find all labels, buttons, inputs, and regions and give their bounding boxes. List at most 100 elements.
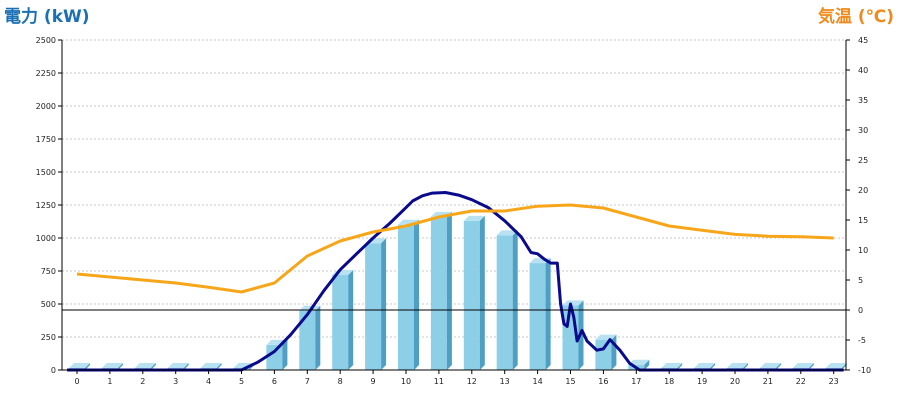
left-tick-label: 1000 xyxy=(36,234,56,243)
bar-side xyxy=(348,269,354,370)
bar-top xyxy=(727,363,748,368)
bar-face xyxy=(430,216,447,370)
bar-side xyxy=(117,363,123,370)
x-tick-label: 4 xyxy=(206,377,211,386)
power-axis-label: 電力 (kW) xyxy=(4,7,90,27)
bar-side xyxy=(808,363,814,370)
power-bars xyxy=(69,211,847,370)
bar-top xyxy=(759,363,781,368)
power-line xyxy=(67,191,844,372)
x-tick-label: 23 xyxy=(829,377,839,386)
bar-side xyxy=(381,238,387,370)
left-tick-label: 2000 xyxy=(36,102,56,111)
bar-16 xyxy=(595,334,617,370)
x-tick-label: 8 xyxy=(338,377,343,386)
data-lines xyxy=(67,191,844,372)
left-tick-label: 2250 xyxy=(36,69,56,78)
left-tick-label: 0 xyxy=(51,366,56,375)
bar-top xyxy=(200,363,222,368)
bar-side xyxy=(414,219,419,370)
bar-top xyxy=(496,230,518,236)
temperature-line xyxy=(76,203,834,294)
bar-top xyxy=(299,305,321,311)
bar-face xyxy=(365,243,382,370)
x-tick-label: 12 xyxy=(467,377,477,386)
bar-face xyxy=(332,274,349,370)
axes xyxy=(61,40,847,371)
bar-side xyxy=(216,363,222,370)
bar-top xyxy=(792,363,814,368)
bar-side xyxy=(315,305,321,370)
bar-side xyxy=(743,363,748,370)
right-tick-label: 10 xyxy=(858,246,868,255)
bar-side xyxy=(677,363,683,370)
x-tick-label: 3 xyxy=(173,377,178,386)
bar-7 xyxy=(299,305,321,370)
x-tick-label: 6 xyxy=(272,377,277,386)
x-tick-label: 21 xyxy=(763,377,773,386)
right-tick-label: 45 xyxy=(858,36,868,45)
left-tick-label: 750 xyxy=(41,267,56,276)
right-tick-label: 35 xyxy=(858,96,868,105)
bar-face xyxy=(529,263,546,370)
bar-top xyxy=(562,300,584,306)
bar-top xyxy=(134,363,156,368)
right-tick-label: -10 xyxy=(858,366,871,375)
left-tick-label: 1750 xyxy=(36,135,56,144)
x-tick-label: 7 xyxy=(305,377,310,386)
bar-side xyxy=(841,363,847,370)
x-tick-label: 5 xyxy=(239,377,244,386)
x-tick-label: 1 xyxy=(107,377,112,386)
bar-side xyxy=(644,359,650,370)
bar-side xyxy=(446,211,452,370)
temperature-axis-label: 気温 (℃) xyxy=(817,7,894,27)
bar-side xyxy=(85,363,90,370)
x-tick-label: 15 xyxy=(565,377,575,386)
bar-top xyxy=(694,363,716,368)
bar-9 xyxy=(365,238,387,370)
bar-face xyxy=(595,339,612,370)
right-tick-label: 20 xyxy=(858,186,868,195)
bar-12 xyxy=(463,215,485,370)
tick-labels: 02505007501000125015001750200022502500-1… xyxy=(36,36,871,386)
bar-side xyxy=(150,363,156,370)
right-tick-label: 0 xyxy=(858,306,863,315)
right-tick-label: 40 xyxy=(858,66,868,75)
right-tick-label: 30 xyxy=(858,126,868,135)
x-tick-label: 20 xyxy=(730,377,740,386)
bar-side xyxy=(183,363,189,370)
bar-6 xyxy=(266,339,288,370)
bar-top xyxy=(628,359,650,365)
x-tick-label: 10 xyxy=(401,377,411,386)
bar-side xyxy=(512,230,518,370)
bar-top xyxy=(595,334,617,340)
bar-face xyxy=(496,235,513,370)
x-tick-label: 11 xyxy=(434,377,444,386)
left-tick-label: 2500 xyxy=(36,36,56,45)
x-tick-label: 0 xyxy=(74,377,79,386)
bar-top xyxy=(661,363,683,368)
bar-top xyxy=(69,363,90,368)
bar-13 xyxy=(496,230,518,370)
grid-lines xyxy=(62,39,846,338)
bar-face xyxy=(266,344,283,370)
x-tick-label: 13 xyxy=(500,377,510,386)
bar-10 xyxy=(398,219,419,370)
right-tick-label: 15 xyxy=(858,216,868,225)
right-tick-label: 25 xyxy=(858,156,868,165)
left-tick-label: 250 xyxy=(41,333,56,342)
bar-top xyxy=(825,363,847,368)
right-tick-label: -5 xyxy=(858,336,866,345)
bar-side xyxy=(710,363,716,370)
bar-face xyxy=(463,220,480,370)
x-tick-label: 17 xyxy=(631,377,641,386)
bar-top xyxy=(101,363,123,368)
bar-top xyxy=(463,215,485,221)
x-tick-label: 18 xyxy=(664,377,674,386)
bar-11 xyxy=(430,211,452,370)
bar-face xyxy=(299,310,316,370)
bar-side xyxy=(479,215,485,370)
left-tick-label: 500 xyxy=(41,300,56,309)
bar-8 xyxy=(332,269,354,370)
